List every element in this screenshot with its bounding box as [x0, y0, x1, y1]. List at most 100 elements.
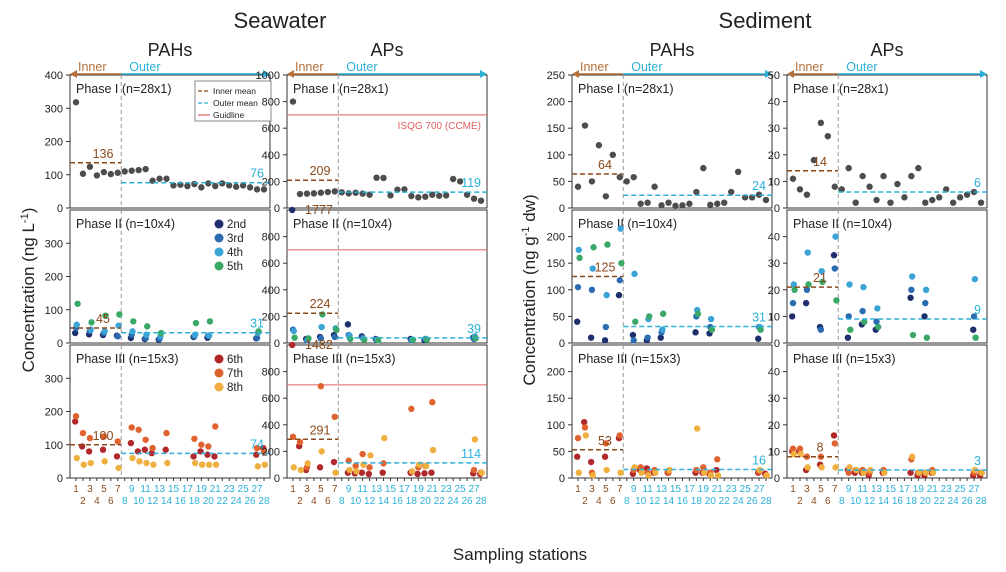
- x-tick-label: 25: [740, 484, 752, 495]
- data-point: [101, 458, 108, 465]
- data-point: [581, 122, 589, 129]
- data-point: [972, 334, 979, 341]
- inner-mean-label: 136: [93, 147, 114, 161]
- x-tick-label: 18: [906, 496, 918, 507]
- data-point: [616, 277, 623, 284]
- data-point: [101, 328, 108, 335]
- data-point: [318, 323, 325, 331]
- ylabel-sed-sup: -1: [520, 227, 532, 237]
- data-point: [471, 436, 479, 443]
- data-point: [246, 184, 254, 191]
- data-point: [587, 458, 595, 466]
- x-tick-label: 13: [371, 484, 383, 495]
- data-point: [345, 190, 352, 197]
- legend-label: 7th: [227, 368, 243, 380]
- data-point: [845, 164, 852, 172]
- inner-mean-label: 100: [93, 429, 114, 443]
- x-tick-label: 4: [811, 496, 817, 507]
- data-point: [408, 468, 416, 475]
- y-tick-label: 200: [547, 367, 565, 379]
- panel-frame: [286, 209, 488, 344]
- x-tick-label: 22: [434, 496, 446, 507]
- x-tick-label: 22: [217, 496, 229, 507]
- data-point: [456, 178, 464, 185]
- data-point: [582, 432, 589, 439]
- data-point: [923, 334, 931, 341]
- data-point: [908, 453, 916, 460]
- x-tick-label: 12: [864, 496, 876, 507]
- data-point: [297, 466, 304, 474]
- x-tick-label: 10: [850, 496, 862, 507]
- data-point: [629, 331, 637, 339]
- data-point: [380, 460, 387, 467]
- data-point: [907, 469, 914, 476]
- x-tick-label: 5: [101, 484, 107, 495]
- x-tick-label: 20: [203, 496, 215, 507]
- inner-mean-label: 14: [813, 155, 827, 169]
- x-tick-label: 18: [189, 496, 201, 507]
- data-point: [204, 451, 211, 458]
- y-tick-label: 0: [57, 203, 63, 215]
- data-point: [693, 425, 701, 432]
- data-point: [102, 312, 109, 319]
- data-point: [261, 461, 268, 468]
- data-point: [72, 329, 79, 337]
- x-tick-label: 20: [420, 496, 432, 507]
- x-tick-label: 1: [790, 484, 796, 495]
- x-tick-label: 19: [196, 484, 208, 495]
- data-point: [87, 459, 94, 467]
- data-point: [253, 186, 261, 193]
- y-tick-label: 30: [768, 258, 780, 270]
- data-point: [574, 434, 582, 442]
- y-tick-label: 200: [45, 272, 63, 284]
- legend-label: 3rd: [227, 233, 244, 245]
- data-point: [845, 469, 852, 476]
- data-point: [700, 469, 708, 476]
- data-point: [296, 190, 304, 198]
- data-point: [645, 472, 652, 479]
- x-tick-label: 4: [311, 496, 317, 507]
- data-point: [618, 260, 625, 267]
- data-point: [332, 469, 339, 476]
- x-tick-label: 27: [468, 484, 480, 495]
- data-point: [353, 468, 360, 475]
- data-point: [908, 172, 915, 180]
- data-point: [692, 329, 699, 336]
- y-tick-label: 40: [768, 97, 780, 109]
- column-title: APs: [370, 40, 403, 60]
- data-point: [344, 321, 352, 328]
- ylabel-sw-main: Concentration (ng L: [19, 223, 38, 372]
- outer-mean-label: 114: [461, 447, 481, 461]
- data-point: [330, 458, 338, 466]
- data-point: [114, 333, 121, 340]
- data-point: [401, 186, 408, 193]
- x-tick-label: 14: [161, 496, 173, 507]
- legend-box: [194, 80, 272, 122]
- y-tick-label: 0: [274, 473, 280, 485]
- data-point: [113, 453, 121, 460]
- data-point: [253, 451, 260, 458]
- data-point: [289, 341, 296, 349]
- panel-frame: [786, 344, 988, 479]
- data-point: [205, 332, 213, 339]
- data-point: [305, 335, 312, 342]
- data-point: [803, 191, 811, 198]
- data-point: [253, 334, 261, 342]
- data-point: [73, 454, 81, 462]
- data-point: [470, 195, 478, 202]
- data-point: [818, 267, 825, 275]
- y-tick-label: 300: [45, 103, 63, 115]
- inner-outer-arrows: Inner Outer: [287, 60, 487, 78]
- column-title: PAHs: [650, 40, 695, 60]
- inner-arrow-head: [572, 70, 579, 78]
- y-tick-label: 200: [262, 311, 280, 323]
- x-tick-label: 18: [406, 496, 418, 507]
- data-point: [212, 461, 220, 468]
- data-point: [734, 168, 742, 176]
- data-point: [755, 191, 763, 198]
- x-tick-label: 5: [818, 484, 824, 495]
- x-tick-label: 23: [726, 484, 738, 495]
- data-point: [331, 188, 338, 195]
- x-tick-label: 14: [663, 496, 675, 507]
